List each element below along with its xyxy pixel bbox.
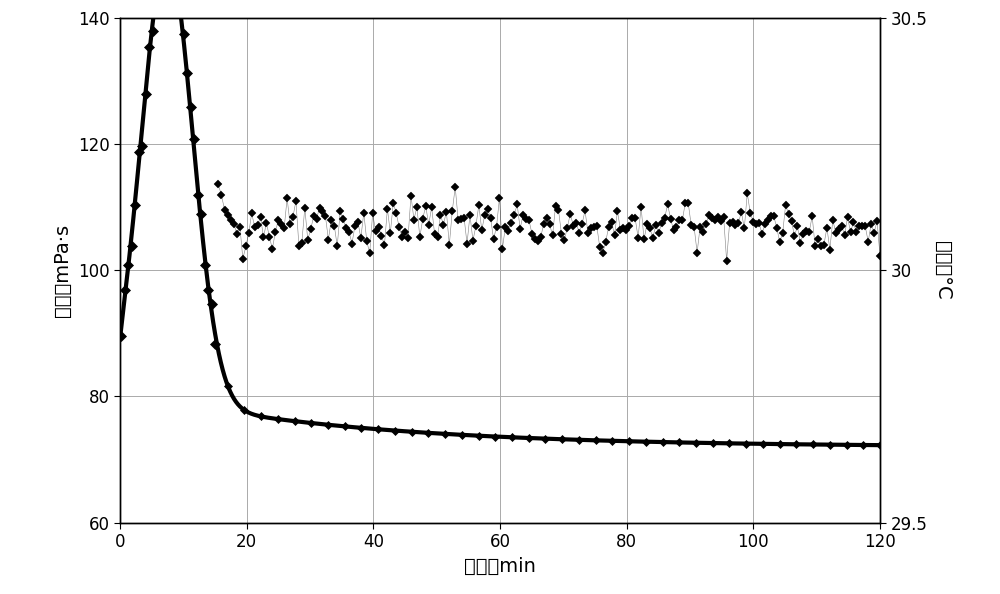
Y-axis label: 温度，°C: 温度，°C xyxy=(933,241,952,299)
X-axis label: 时间，min: 时间，min xyxy=(464,557,536,576)
Y-axis label: 粘度，mPa·s: 粘度，mPa·s xyxy=(53,224,72,317)
